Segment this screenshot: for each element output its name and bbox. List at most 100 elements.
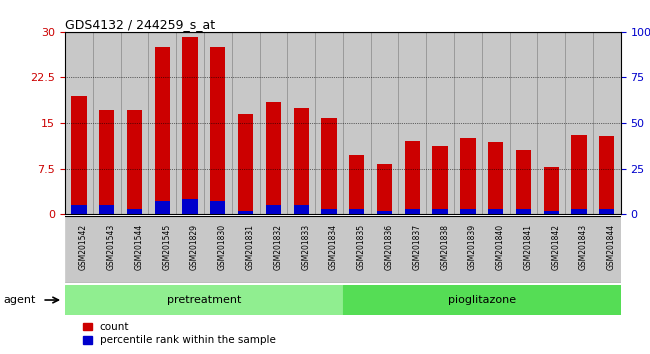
Bar [343, 32, 370, 214]
Bar [432, 146, 448, 214]
Bar [599, 136, 614, 214]
Text: GSM201542: GSM201542 [79, 224, 88, 270]
Bar [204, 32, 231, 214]
Bar [93, 216, 120, 283]
Text: GSM201833: GSM201833 [301, 224, 310, 270]
Text: GSM201842: GSM201842 [551, 224, 560, 270]
Bar [398, 32, 426, 214]
Bar [315, 216, 343, 283]
Bar [210, 201, 226, 214]
Bar [543, 211, 559, 214]
Text: GSM201834: GSM201834 [329, 224, 338, 270]
Bar [482, 216, 510, 283]
Bar [232, 32, 259, 214]
Bar [259, 216, 287, 283]
Bar [65, 216, 93, 283]
Text: GSM201840: GSM201840 [496, 224, 504, 270]
Bar [238, 114, 254, 214]
Bar [287, 32, 315, 214]
Text: GSM201544: GSM201544 [135, 224, 144, 270]
Bar [599, 209, 614, 214]
Bar [538, 32, 566, 214]
Bar [343, 216, 370, 283]
Text: GSM201543: GSM201543 [107, 224, 116, 270]
Bar [232, 216, 259, 283]
Bar [121, 32, 148, 214]
Bar [72, 96, 86, 214]
Bar [121, 216, 148, 283]
Bar [488, 209, 503, 214]
Bar [294, 205, 309, 214]
Bar [72, 205, 86, 214]
Text: pretreatment: pretreatment [167, 295, 241, 305]
Text: GSM201838: GSM201838 [440, 224, 449, 270]
Bar [148, 216, 176, 283]
Bar [538, 216, 566, 283]
Bar [321, 209, 337, 214]
Bar [155, 47, 170, 214]
Bar [370, 32, 398, 214]
Bar [65, 32, 93, 214]
Text: GSM201837: GSM201837 [412, 224, 421, 270]
Bar [488, 142, 503, 214]
Text: GSM201836: GSM201836 [385, 224, 393, 270]
Bar [65, 285, 343, 315]
Bar [454, 32, 482, 214]
Bar [259, 32, 287, 214]
Text: GSM201843: GSM201843 [579, 224, 588, 270]
Bar [176, 32, 204, 214]
Bar [454, 216, 482, 283]
Bar [571, 135, 587, 214]
Bar [405, 209, 420, 214]
Text: GDS4132 / 244259_s_at: GDS4132 / 244259_s_at [65, 18, 215, 31]
Bar [593, 216, 621, 283]
Bar [127, 209, 142, 214]
Bar [155, 201, 170, 214]
Bar [510, 32, 538, 214]
Bar [460, 138, 476, 214]
Bar [349, 155, 365, 214]
Bar [370, 216, 398, 283]
Bar [294, 108, 309, 214]
Bar [148, 32, 176, 214]
Bar [565, 32, 593, 214]
Text: GSM201545: GSM201545 [162, 224, 171, 270]
Bar [510, 216, 538, 283]
Bar [99, 205, 114, 214]
Text: GSM201839: GSM201839 [468, 224, 477, 270]
Bar [343, 285, 621, 315]
Bar [238, 211, 254, 214]
Text: GSM201832: GSM201832 [274, 224, 282, 270]
Bar [349, 209, 365, 214]
Bar [516, 209, 531, 214]
Bar [176, 216, 204, 283]
Text: GSM201844: GSM201844 [607, 224, 616, 270]
Bar [460, 209, 476, 214]
Bar [287, 216, 315, 283]
Bar [377, 164, 392, 214]
Bar [266, 205, 281, 214]
Bar [543, 167, 559, 214]
Bar [127, 110, 142, 214]
Text: GSM201831: GSM201831 [246, 224, 255, 270]
Text: pioglitazone: pioglitazone [448, 295, 516, 305]
Text: GSM201830: GSM201830 [218, 224, 227, 270]
Bar [405, 141, 420, 214]
Bar [183, 199, 198, 214]
Bar [482, 32, 510, 214]
Bar [593, 32, 621, 214]
Bar [266, 102, 281, 214]
Bar [516, 150, 531, 214]
Bar [426, 216, 454, 283]
Bar [315, 32, 343, 214]
Legend: count, percentile rank within the sample: count, percentile rank within the sample [83, 322, 276, 345]
Text: GSM201829: GSM201829 [190, 224, 199, 270]
Bar [183, 37, 198, 214]
Text: GSM201835: GSM201835 [357, 224, 366, 270]
Bar [99, 110, 114, 214]
Bar [432, 209, 448, 214]
Bar [93, 32, 120, 214]
Text: agent: agent [3, 295, 36, 305]
Bar [426, 32, 454, 214]
Bar [204, 216, 231, 283]
